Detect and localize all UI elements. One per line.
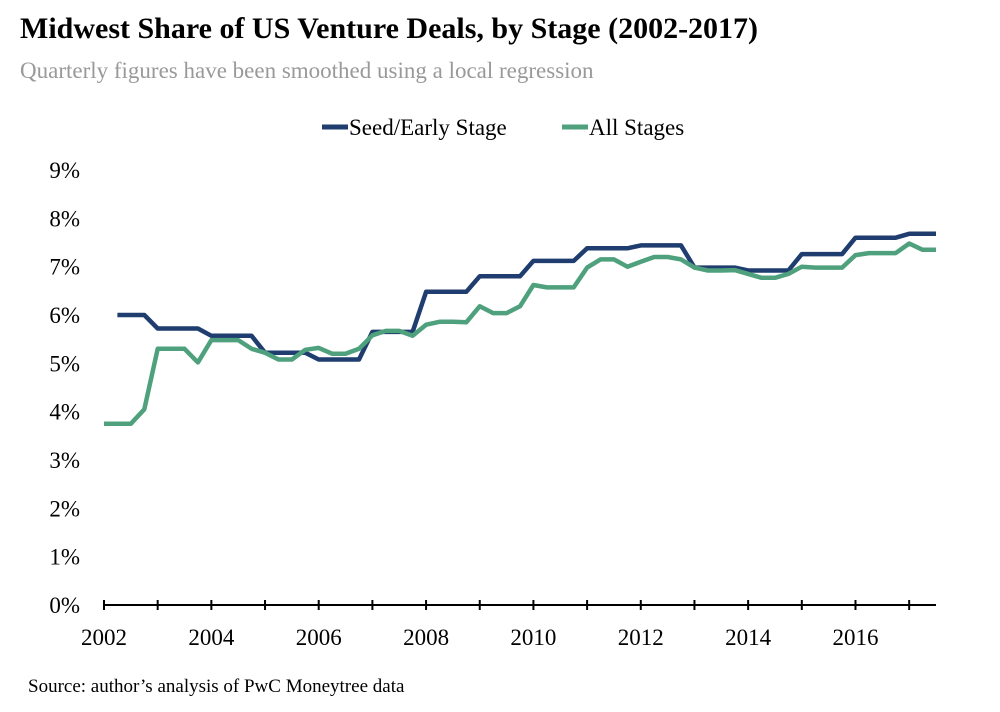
series-line-all-stages xyxy=(104,241,936,427)
legend-label: Seed/Early Stage xyxy=(349,115,507,140)
chart-source: Source: author’s analysis of PwC Moneytr… xyxy=(28,676,405,697)
x-tick-label: 2004 xyxy=(188,625,235,650)
y-tick-label: 2% xyxy=(49,496,80,521)
legend-label: All Stages xyxy=(589,115,684,140)
y-tick-label: 1% xyxy=(49,545,80,570)
series-line-seed-early-stage xyxy=(117,231,936,362)
x-tick-label: 2008 xyxy=(403,625,449,650)
x-tick-label: 2016 xyxy=(832,625,878,650)
y-tick-label: 0% xyxy=(49,593,80,618)
x-tick-label: 2012 xyxy=(618,625,664,650)
y-tick-label: 8% xyxy=(49,206,80,231)
y-tick-label: 7% xyxy=(49,255,80,280)
y-tick-label: 9% xyxy=(49,158,80,183)
x-tick-label: 2010 xyxy=(510,625,556,650)
x-axis: 2002 2004 2006 2008 2010 2012 2014 2016 xyxy=(81,600,936,650)
x-tick-label: 2002 xyxy=(81,625,127,650)
x-tick-label: 2014 xyxy=(725,625,772,650)
plot-series xyxy=(104,231,936,427)
y-tick-label: 6% xyxy=(49,303,80,328)
y-axis: 0% 1% 2% 3% 4% 5% 6% 7% 8% 9% xyxy=(49,158,80,618)
y-tick-label: 4% xyxy=(49,400,80,425)
chart-subtitle: Quarterly figures have been smoothed usi… xyxy=(20,58,594,83)
chart-title: Midwest Share of US Venture Deals, by St… xyxy=(20,12,759,45)
x-tick-label: 2006 xyxy=(296,625,342,650)
legend: Seed/Early Stage All Stages xyxy=(322,115,684,140)
y-tick-label: 3% xyxy=(49,448,80,473)
y-tick-label: 5% xyxy=(49,351,80,376)
